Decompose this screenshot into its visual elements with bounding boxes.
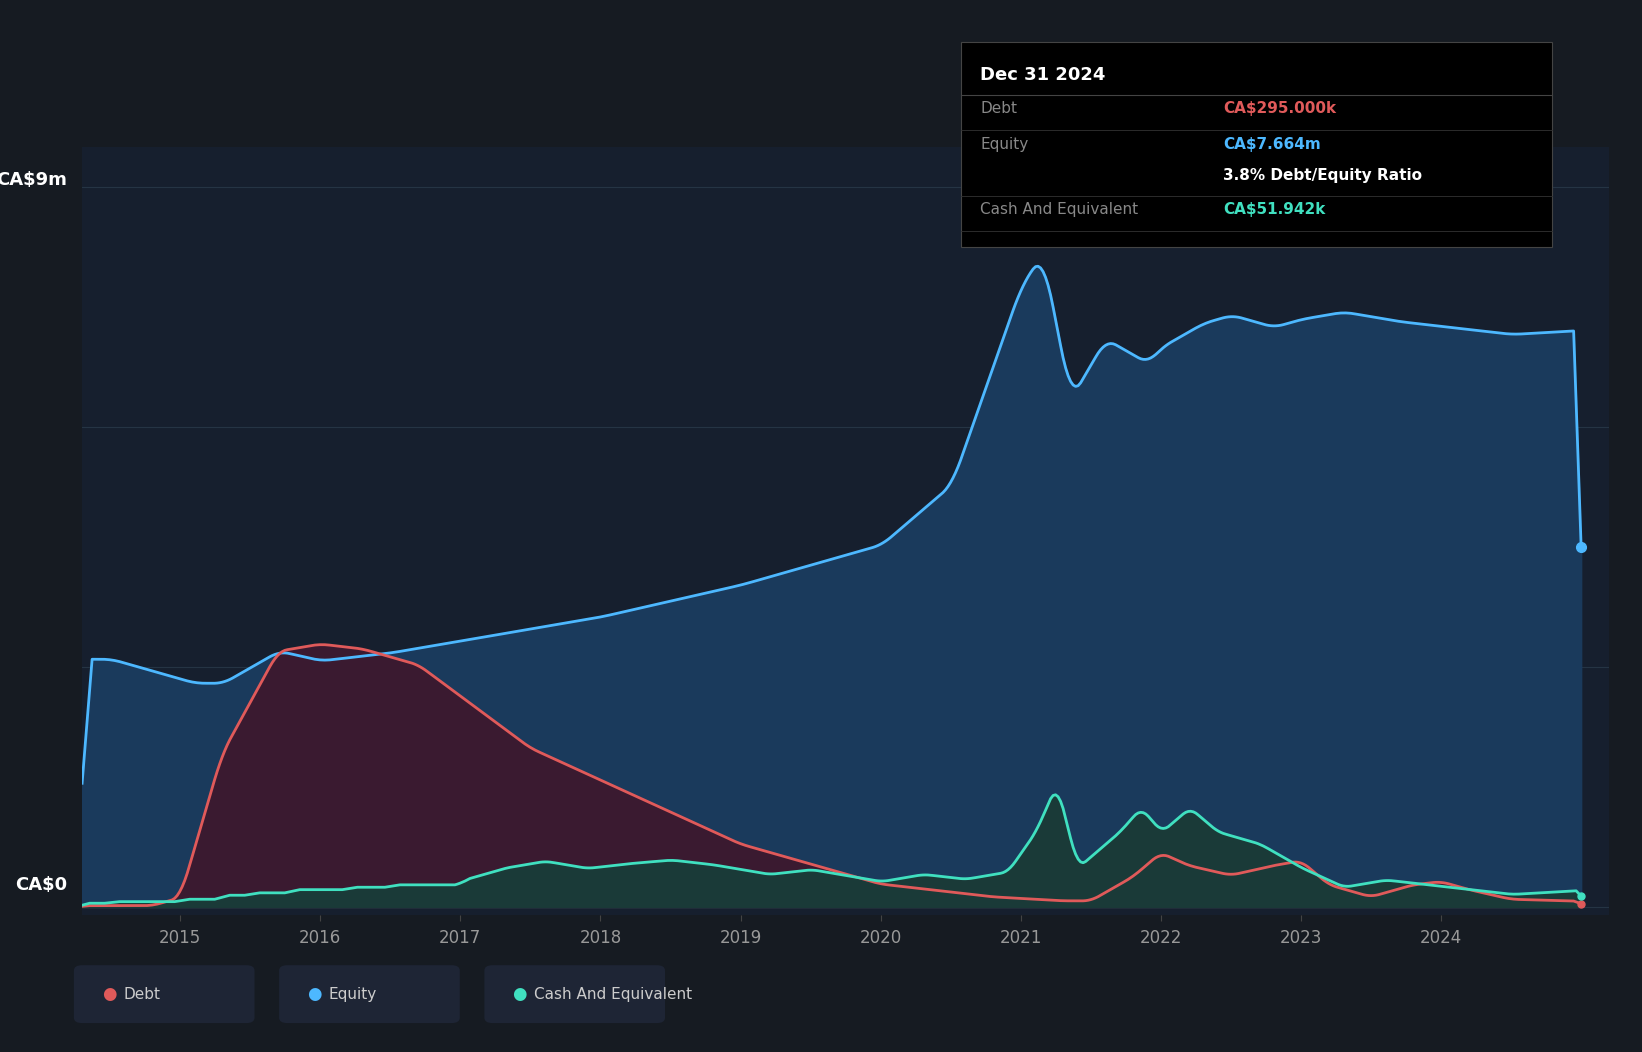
Text: Equity: Equity <box>328 987 376 1002</box>
Text: ●: ● <box>102 985 117 1004</box>
Text: ●: ● <box>512 985 527 1004</box>
Text: CA$51.942k: CA$51.942k <box>1223 202 1325 217</box>
Text: CA$0: CA$0 <box>15 875 67 893</box>
Text: Dec 31 2024: Dec 31 2024 <box>980 66 1105 84</box>
Text: CA$7.664m: CA$7.664m <box>1223 137 1322 151</box>
Text: CA$295.000k: CA$295.000k <box>1223 101 1337 116</box>
Text: Equity: Equity <box>980 137 1028 151</box>
Text: Debt: Debt <box>980 101 1018 116</box>
Text: ●: ● <box>307 985 322 1004</box>
Text: Debt: Debt <box>123 987 161 1002</box>
Text: 3.8% Debt/Equity Ratio: 3.8% Debt/Equity Ratio <box>1223 168 1422 183</box>
Text: CA$9m: CA$9m <box>0 170 67 188</box>
Text: Cash And Equivalent: Cash And Equivalent <box>980 202 1138 217</box>
Text: Cash And Equivalent: Cash And Equivalent <box>534 987 691 1002</box>
